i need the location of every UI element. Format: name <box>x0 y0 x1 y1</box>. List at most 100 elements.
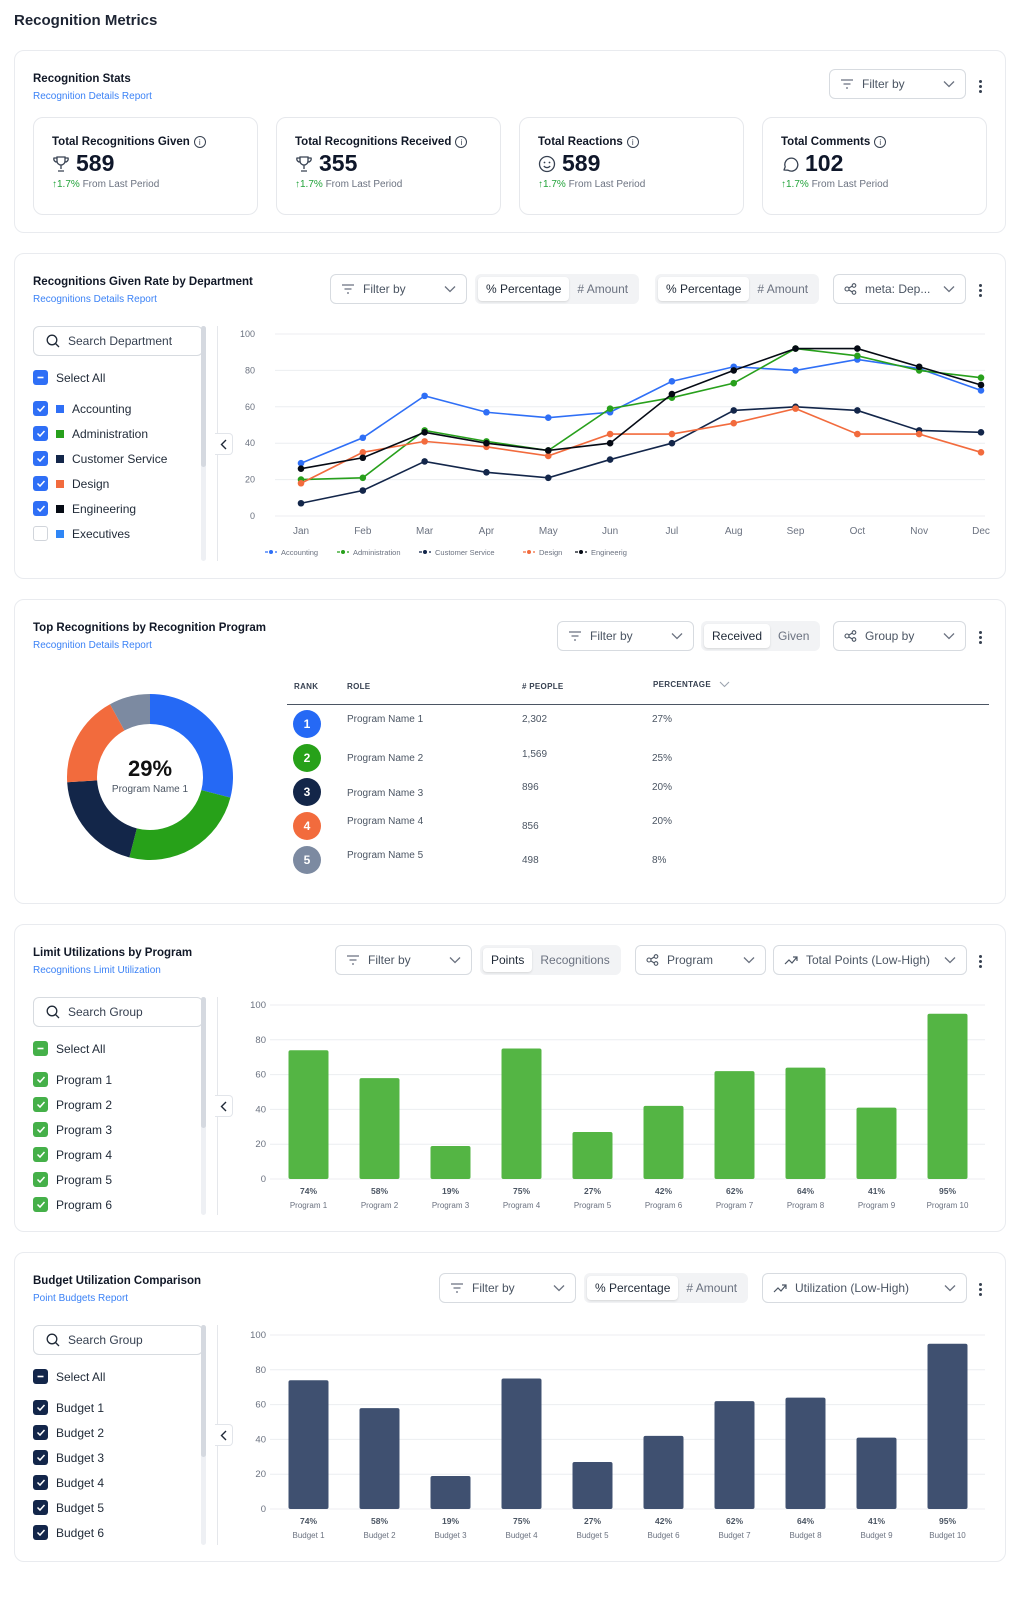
checkbox-checked-icon[interactable] <box>33 1475 48 1490</box>
data-point[interactable] <box>977 374 985 381</box>
filter-list-item[interactable]: Budget 5 <box>33 1495 203 1520</box>
data-point[interactable] <box>544 452 552 460</box>
more-options-icon[interactable] <box>975 76 985 96</box>
data-point[interactable] <box>730 367 738 374</box>
toggle-option-amount[interactable]: # Amount <box>577 282 629 296</box>
filter-list-item[interactable]: Program 2 <box>33 1092 203 1117</box>
data-point[interactable] <box>854 407 861 414</box>
filter-list-item[interactable]: Executives <box>33 521 203 546</box>
checkbox-checked-icon[interactable] <box>33 401 48 416</box>
bar[interactable] <box>359 1408 400 1509</box>
info-icon[interactable]: i <box>626 136 639 148</box>
data-point[interactable] <box>792 367 799 374</box>
bar[interactable] <box>785 1397 826 1509</box>
bar[interactable] <box>288 1380 329 1509</box>
filter-dropdown[interactable]: Filter by <box>439 1273 576 1303</box>
report-link[interactable]: Recognitions Details Report <box>33 294 157 305</box>
data-point[interactable] <box>915 430 923 438</box>
more-options-icon[interactable] <box>975 951 985 971</box>
toggle-option-amount[interactable]: # Amount <box>757 282 809 296</box>
bar[interactable] <box>430 1145 471 1179</box>
data-point[interactable] <box>668 439 676 447</box>
data-point[interactable] <box>854 430 861 438</box>
group-by-dropdown[interactable]: Program <box>635 945 766 975</box>
sort-dropdown[interactable]: Total Points (Low-High) <box>773 945 967 975</box>
filter-list-item[interactable]: Budget 2 <box>33 1420 203 1445</box>
data-point[interactable] <box>792 345 799 352</box>
filter-list-item[interactable]: Program 4 <box>33 1142 203 1167</box>
checkbox-checked-icon[interactable] <box>33 1500 48 1515</box>
select-all-checkbox[interactable]: Select All <box>33 1036 203 1061</box>
data-point[interactable] <box>854 345 861 352</box>
series-line-accounting[interactable] <box>300 358 982 464</box>
data-point[interactable] <box>977 428 985 436</box>
group-by-dropdown[interactable]: Group by <box>833 621 966 651</box>
bar[interactable] <box>430 1475 471 1509</box>
bar[interactable] <box>643 1105 684 1179</box>
bar[interactable] <box>572 1132 613 1179</box>
more-options-icon[interactable] <box>975 627 985 647</box>
toggle-option-amount[interactable]: # Amount <box>686 1281 738 1295</box>
bar[interactable] <box>572 1462 613 1509</box>
filter-list-item[interactable]: Program 6 <box>33 1192 203 1217</box>
search-group-input[interactable]: Search Group <box>33 1325 203 1355</box>
data-point[interactable] <box>915 363 923 371</box>
series-line-administration[interactable] <box>300 347 982 481</box>
checkbox-checked-icon[interactable] <box>33 451 48 466</box>
checkbox-checked-icon[interactable] <box>33 476 48 491</box>
data-point[interactable] <box>668 378 676 385</box>
scrollbar-thumb[interactable] <box>201 997 206 1128</box>
data-point[interactable] <box>854 352 861 360</box>
checkbox-checked-icon[interactable] <box>33 1450 48 1465</box>
bar[interactable] <box>501 1048 542 1180</box>
data-point[interactable] <box>297 459 305 467</box>
toggle-option-percentage[interactable]: % Percentage <box>478 277 570 301</box>
bar[interactable] <box>643 1435 684 1509</box>
collapse-panel-button[interactable] <box>215 433 233 455</box>
filter-list-item[interactable]: Budget 4 <box>33 1470 203 1495</box>
more-options-icon[interactable] <box>975 1279 985 1299</box>
data-point[interactable] <box>544 414 552 422</box>
scrollbar[interactable] <box>201 997 206 1215</box>
filter-list-item[interactable]: Budget 1 <box>33 1395 203 1420</box>
search-department-input[interactable]: Search Department <box>33 326 203 356</box>
column-header-percentage[interactable]: PERCENTAGE <box>653 680 730 689</box>
legend-item[interactable]: Design <box>523 548 562 557</box>
info-icon[interactable]: i <box>193 136 206 148</box>
filter-dropdown[interactable]: Filter by <box>330 274 467 304</box>
more-options-icon[interactable] <box>975 280 985 300</box>
donut-slice[interactable] <box>129 790 231 860</box>
data-point[interactable] <box>483 469 490 476</box>
checkbox-unchecked-icon[interactable] <box>33 526 48 541</box>
partial-check-icon[interactable] <box>33 1041 48 1056</box>
report-link[interactable]: Recognition Details Report <box>33 91 152 102</box>
data-point[interactable] <box>421 428 428 436</box>
checkbox-checked-icon[interactable] <box>33 1147 48 1162</box>
filter-list-item[interactable]: Program 3 <box>33 1117 203 1142</box>
series-line-engineerig[interactable] <box>300 347 982 470</box>
data-point[interactable] <box>297 465 305 472</box>
data-point[interactable] <box>730 379 738 387</box>
bar[interactable] <box>359 1078 400 1179</box>
checkbox-checked-icon[interactable] <box>33 426 48 441</box>
filter-dropdown[interactable]: Filter by <box>829 69 966 99</box>
data-point[interactable] <box>606 456 614 463</box>
bar[interactable] <box>785 1067 826 1179</box>
bar[interactable] <box>288 1050 329 1179</box>
select-all-checkbox[interactable]: Select All <box>33 365 203 390</box>
data-point[interactable] <box>297 479 305 487</box>
data-point[interactable] <box>421 438 428 445</box>
filter-dropdown[interactable]: Filter by <box>335 945 472 975</box>
partial-check-icon[interactable] <box>33 370 48 385</box>
data-point[interactable] <box>359 449 367 456</box>
toggle-option-percentage[interactable]: % Percentage <box>658 277 750 301</box>
scrollbar-thumb[interactable] <box>201 1325 206 1457</box>
data-point[interactable] <box>421 458 428 465</box>
data-point[interactable] <box>359 487 367 494</box>
partial-check-icon[interactable] <box>33 1369 48 1384</box>
scrollbar[interactable] <box>201 326 206 561</box>
filter-list-item[interactable]: Accounting <box>33 396 203 421</box>
filter-list-item[interactable]: Administration <box>33 421 203 446</box>
filter-list-item[interactable]: Program 5 <box>33 1167 203 1192</box>
sort-dropdown[interactable]: Utilization (Low-High) <box>762 1273 967 1303</box>
